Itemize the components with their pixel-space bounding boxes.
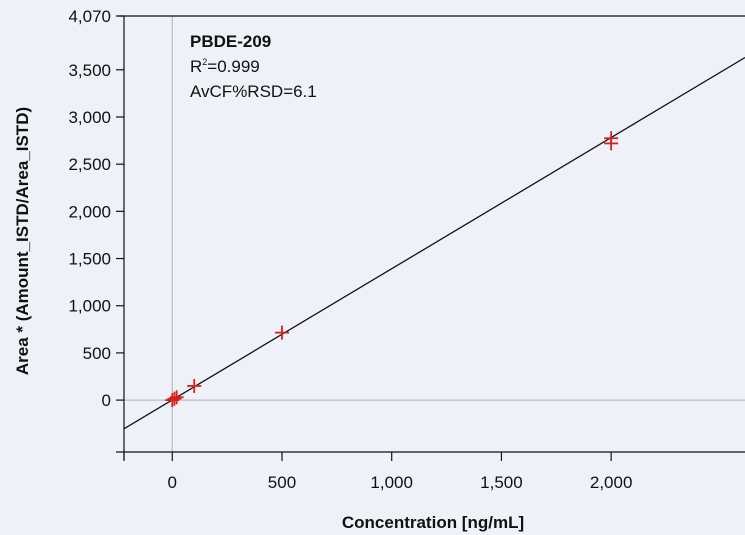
y-tick-label: 1,500 xyxy=(68,250,111,269)
y-tick-label: 0 xyxy=(102,391,111,410)
r-squared-prefix: R xyxy=(190,57,202,76)
x-tick-label: 500 xyxy=(268,473,296,492)
r-squared-label: R2=0.999 xyxy=(190,57,260,76)
r-squared-superscript: 2 xyxy=(202,57,207,67)
x-tick-label: 1,000 xyxy=(370,473,413,492)
y-axis-title: Area * (Amount_ISTD/Area_ISTD) xyxy=(13,107,32,375)
y-tick-label: 500 xyxy=(83,344,111,363)
regression-line xyxy=(123,56,745,430)
x-tick-label: 0 xyxy=(168,473,177,492)
y-tick-label: 4,070 xyxy=(68,7,111,26)
data-point xyxy=(274,325,289,340)
data-point xyxy=(169,390,184,405)
data-point xyxy=(167,391,182,406)
data-point xyxy=(604,131,619,146)
y-tick-label: 3,500 xyxy=(68,61,111,80)
y-axis-ticks: 0 500 1,000 1,500 2,000 2,500 3,000 3,500 4,070 xyxy=(68,7,124,453)
y-tick-label: 3,000 xyxy=(68,108,111,127)
y-tick-label: 2,500 xyxy=(68,155,111,174)
data-point xyxy=(187,378,202,393)
y-tick-label: 1,000 xyxy=(68,297,111,316)
x-tick-label: 1,500 xyxy=(480,473,523,492)
x-tick-label: 2,000 xyxy=(590,473,633,492)
data-points xyxy=(165,131,619,408)
compound-label: PBDE-209 xyxy=(190,32,271,51)
zero-lines xyxy=(124,16,745,452)
r-squared-value: =0.999 xyxy=(207,57,259,76)
fit-line-layer xyxy=(123,56,745,430)
x-axis-title: Concentration [ng/mL] xyxy=(342,513,524,532)
x-axis-ticks: 0 500 1,000 1,500 2,000 xyxy=(123,452,633,492)
annotation-box: PBDE-209 R2=0.999 AvCF%RSD=6.1 xyxy=(190,32,317,101)
y-tick-label: 2,000 xyxy=(68,202,111,221)
axes xyxy=(118,15,745,460)
rsd-label: AvCF%RSD=6.1 xyxy=(190,82,317,101)
